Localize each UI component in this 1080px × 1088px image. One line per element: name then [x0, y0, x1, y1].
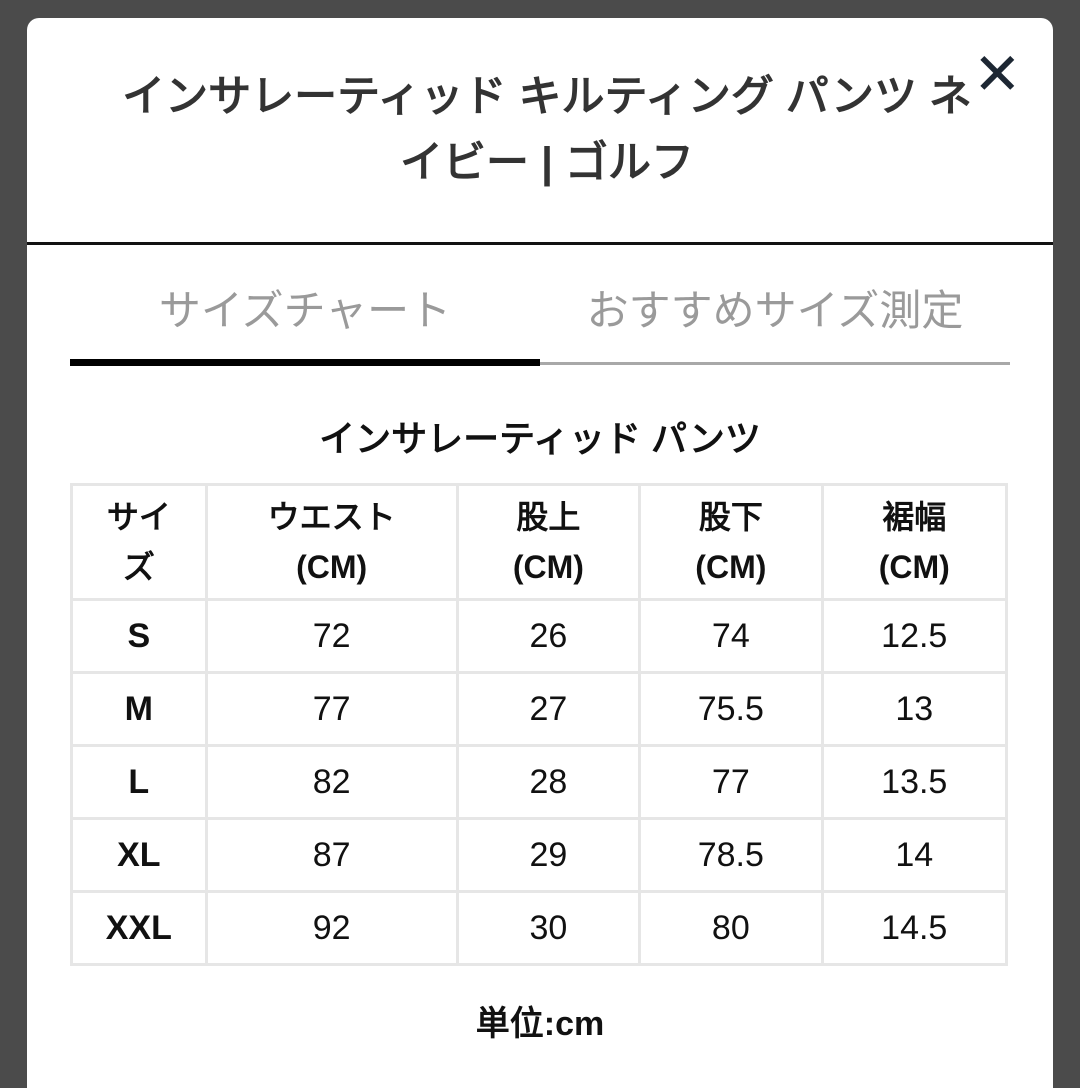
column-header-line: ウエスト — [267, 499, 396, 535]
column-header: ウエスト (CM) — [204, 483, 459, 601]
header-divider — [27, 242, 1053, 245]
value-cell: 92 — [204, 890, 459, 966]
size-cell: S — [70, 598, 208, 674]
table-row: M 77 27 75.5 13 — [70, 671, 1009, 747]
value-cell: 27 — [455, 671, 642, 747]
tabs: サイズチャート おすすめサイズ測定 — [70, 276, 1010, 366]
close-icon[interactable]: ✕ — [973, 42, 1022, 107]
value-cell: 14 — [820, 817, 1009, 893]
modal-title: インサレーティッド キルティング パンツ ネイビー | ゴルフ — [122, 73, 972, 187]
tab-size-chart[interactable]: サイズチャート — [70, 276, 540, 366]
chart-subtitle: インサレーティッド パンツ — [319, 418, 761, 459]
unit-note: 単位:cm — [475, 1005, 605, 1043]
column-header-line: (CM) — [512, 549, 584, 585]
value-cell: 13.5 — [820, 744, 1009, 820]
value-cell: 77 — [638, 744, 824, 820]
column-header-line: 股上 — [516, 499, 581, 535]
column-header-line: 股下 — [698, 499, 763, 535]
table-row: XL 87 29 78.5 14 — [70, 817, 1009, 893]
column-header: サイズ — [70, 483, 208, 601]
value-cell: 29 — [455, 817, 642, 893]
value-cell: 80 — [638, 890, 824, 966]
column-header-line: 裾幅 — [882, 499, 947, 535]
value-cell: 30 — [455, 890, 642, 966]
column-header-line: (CM) — [296, 549, 368, 585]
table-row: S 72 26 74 12.5 — [70, 598, 1009, 674]
size-chart-modal: インサレーティッド キルティング パンツ ネイビー | ゴルフ ✕ サイズチャー… — [27, 18, 1053, 1088]
value-cell: 74 — [638, 598, 824, 674]
tab-underline — [540, 362, 1010, 365]
value-cell: 28 — [455, 744, 642, 820]
tab-label: おすすめサイズ測定 — [586, 287, 964, 334]
column-header: 裾幅 (CM) — [820, 483, 1009, 601]
value-cell: 26 — [455, 598, 642, 674]
table-header-row: サイズ ウエスト (CM) 股上 (CM) 股下 (CM) 裾幅 (CM) — [70, 483, 1009, 601]
value-cell: 12.5 — [820, 598, 1009, 674]
tab-recommended-size[interactable]: おすすめサイズ測定 — [540, 276, 1010, 366]
value-cell: 82 — [204, 744, 459, 820]
value-cell: 14.5 — [820, 890, 1009, 966]
table-row: XXL 92 30 80 14.5 — [70, 890, 1009, 966]
column-header: 股上 (CM) — [455, 483, 642, 601]
value-cell: 87 — [204, 817, 459, 893]
value-cell: 75.5 — [638, 671, 824, 747]
table-row: L 82 28 77 13.5 — [70, 744, 1009, 820]
column-header: 股下 (CM) — [638, 483, 824, 601]
value-cell: 77 — [204, 671, 459, 747]
column-header-line: (CM) — [695, 549, 767, 585]
value-cell: 13 — [820, 671, 1009, 747]
column-header-line: ズ — [122, 549, 155, 585]
column-header-line: (CM) — [878, 549, 950, 585]
size-cell: XL — [70, 817, 208, 893]
size-cell: XXL — [70, 890, 208, 966]
size-cell: L — [70, 744, 208, 820]
value-cell: 78.5 — [638, 817, 824, 893]
column-header-line: サイ — [106, 499, 171, 535]
active-tab-indicator — [70, 359, 540, 366]
value-cell: 72 — [204, 598, 459, 674]
tab-label: サイズチャート — [158, 287, 452, 334]
size-cell: M — [70, 671, 208, 747]
size-table: サイズ ウエスト (CM) 股上 (CM) 股下 (CM) 裾幅 (CM) S 72 26 74 12.… — [70, 483, 1009, 966]
